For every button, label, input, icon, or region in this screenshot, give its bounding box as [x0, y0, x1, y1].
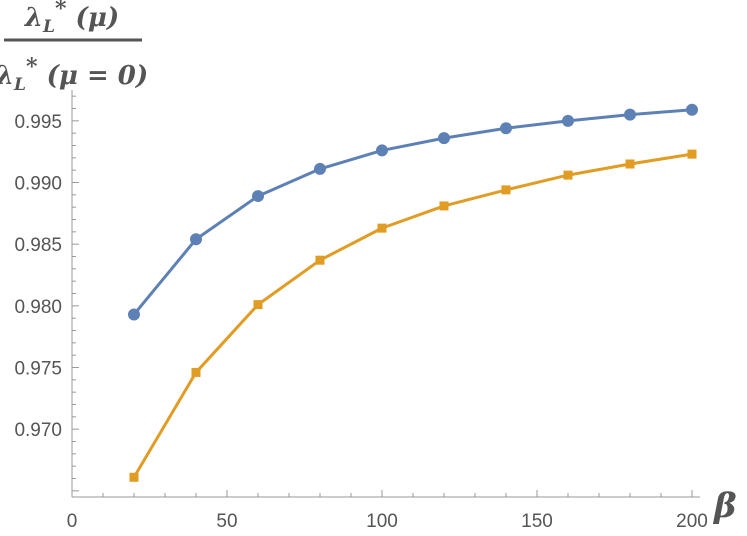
x-axis-label: β: [712, 486, 737, 526]
x-tick-label: 100: [366, 511, 398, 532]
data-point: [191, 367, 201, 377]
y-tick-label: 0.995: [14, 112, 62, 133]
y-axis-label: λL* (μ) λL* (μ = 0): [0, 0, 148, 95]
y-axis-label-numerator: λL* (μ): [24, 0, 119, 37]
x-tick-label: 200: [676, 511, 708, 532]
data-point: [190, 233, 202, 246]
axes: 0 50 100 150 200 0.970 0.975 0.980 0.985 0.990 0.9…: [14, 90, 708, 532]
y-tick-label: 0.990: [14, 174, 62, 195]
data-point: [624, 108, 636, 121]
data-point: [252, 190, 264, 203]
y-axis-label-denominator: λL* (μ = 0): [0, 54, 148, 95]
series-2: [129, 149, 697, 482]
data-point: [376, 144, 388, 157]
data-point: [253, 300, 263, 310]
data-point: [438, 132, 450, 145]
data-point: [625, 159, 635, 169]
data-point: [128, 308, 140, 321]
series-1: [128, 103, 698, 321]
data-point: [377, 223, 387, 233]
data-point: [686, 103, 698, 116]
data-point: [315, 255, 325, 265]
data-point: [501, 185, 511, 195]
data-point: [562, 114, 574, 127]
x-tick-label: 0: [67, 511, 78, 532]
data-point: [129, 472, 139, 482]
data-point: [687, 149, 697, 159]
data-point: [314, 162, 326, 175]
series-layer: [128, 103, 698, 482]
y-tick-label: 0.975: [14, 359, 62, 380]
y-tick-label: 0.980: [14, 297, 62, 318]
data-point: [563, 170, 573, 180]
y-tick-label: 0.970: [14, 420, 62, 441]
data-point: [439, 201, 449, 211]
series-1-line: [132, 108, 693, 316]
series-2-line: [132, 152, 693, 479]
x-tick-label: 50: [216, 511, 237, 532]
data-point: [500, 122, 512, 135]
x-tick-label: 150: [521, 511, 553, 532]
y-tick-label: 0.985: [14, 235, 62, 256]
